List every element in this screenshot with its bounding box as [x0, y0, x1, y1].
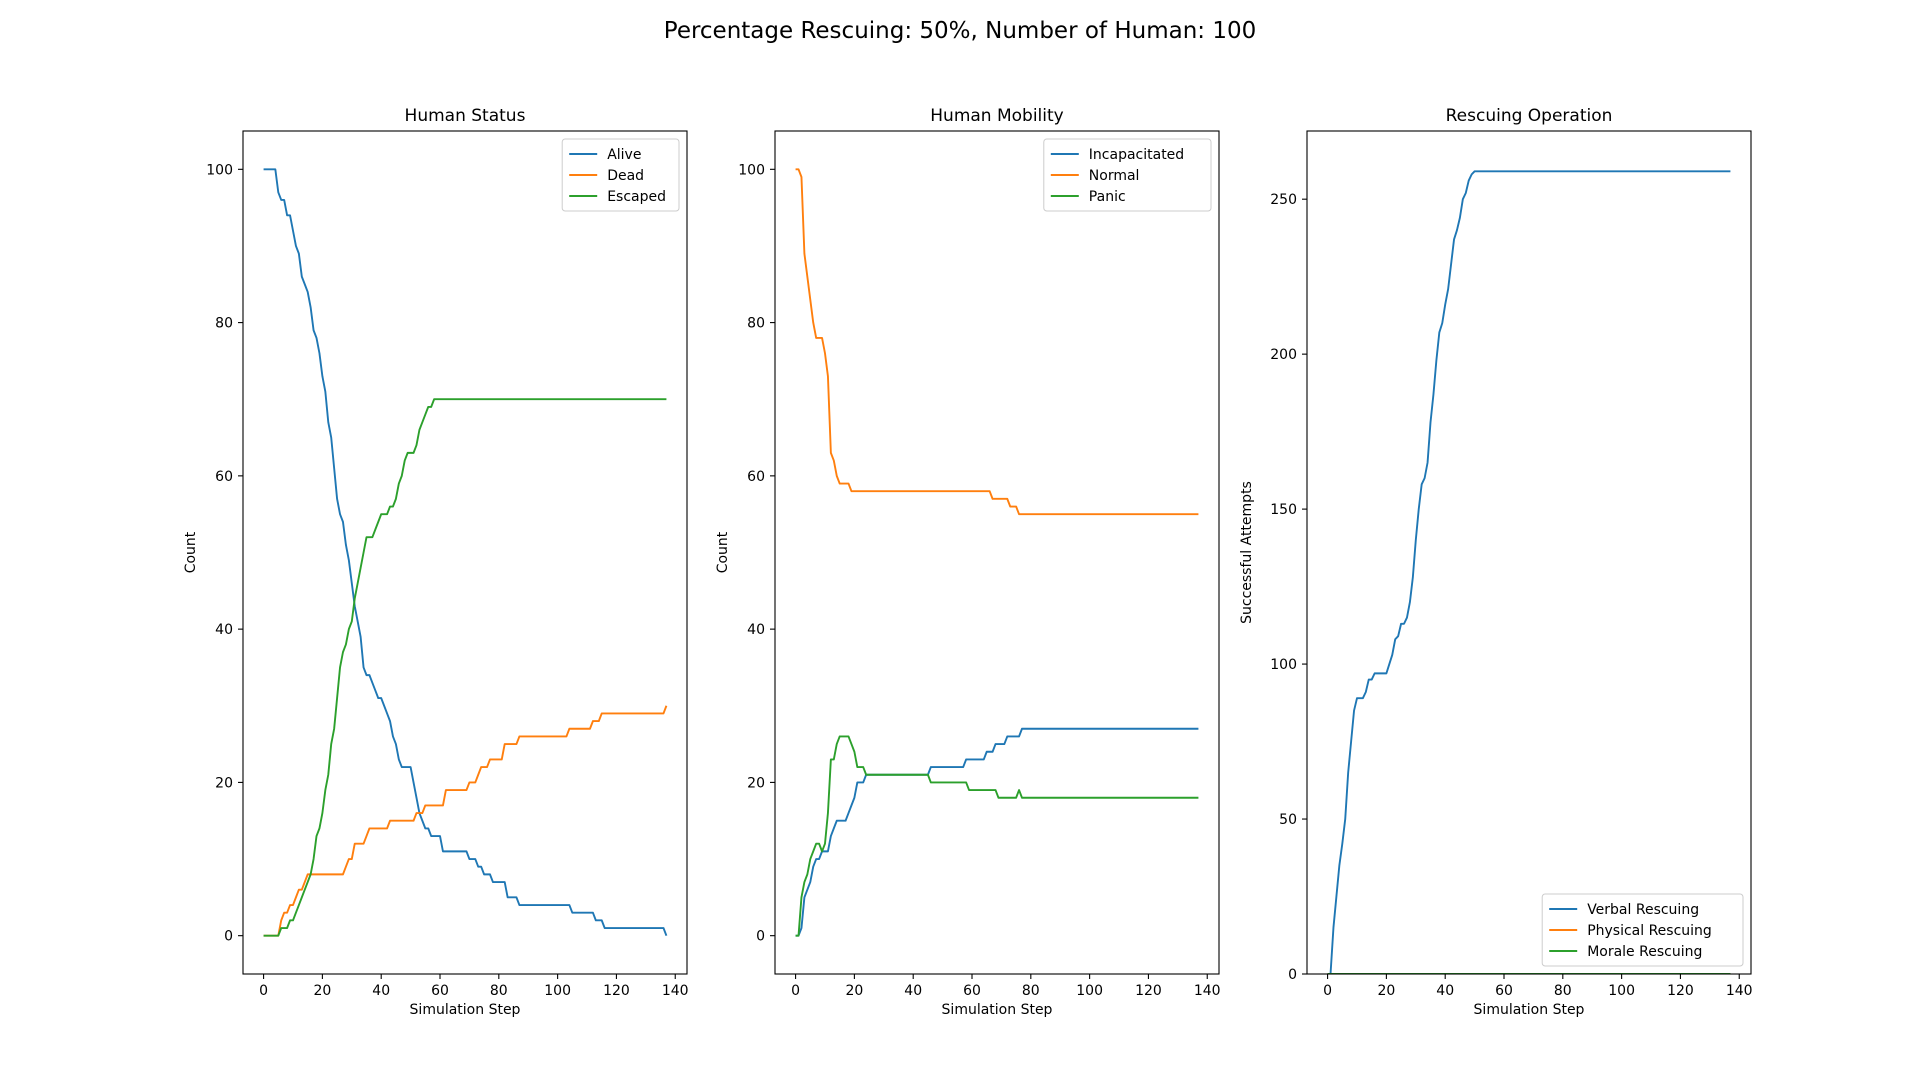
- y-tick-label: 60: [215, 469, 233, 485]
- x-axis-label: Simulation Step: [942, 1002, 1053, 1018]
- x-axis-label: Simulation Step: [410, 1002, 521, 1018]
- y-tick-label: 40: [215, 622, 233, 638]
- x-tick-label: 20: [845, 983, 863, 999]
- legend-frame: [1043, 138, 1212, 212]
- x-tick-label: 0: [791, 983, 800, 999]
- legend-label: Panic: [1089, 189, 1126, 205]
- legend-label: Verbal Rescuing: [1587, 902, 1699, 918]
- legend: Incapacitated Normal Panic: [1043, 138, 1212, 212]
- x-tick-label: 40: [372, 983, 390, 999]
- y-axis-label: Count: [715, 531, 731, 573]
- chart-rescuing-operation: 0 20 40 60 80 100 120 140 0 50 100 150 200 250 Rescuin…: [1239, 106, 1753, 1018]
- plot-area: [1327, 170, 1731, 974]
- chart-title: Rescuing Operation: [1446, 106, 1613, 126]
- y-tick-label: 0: [224, 929, 233, 945]
- series-line-verbal-rescuing: [1327, 170, 1731, 974]
- legend: Verbal Rescuing Physical Rescuing Morale R…: [1541, 893, 1744, 967]
- y-tick-label: 20: [747, 775, 765, 791]
- series-line-normal: [795, 168, 1199, 516]
- x-tick-label: 80: [490, 983, 508, 999]
- x-tick-label: 20: [1377, 983, 1395, 999]
- x-tick-label: 0: [259, 983, 268, 999]
- x-tick-label: 100: [1076, 983, 1103, 999]
- chart-title: Human Mobility: [930, 106, 1063, 126]
- x-tick-label: 40: [1436, 983, 1454, 999]
- x-tick-label: 60: [431, 983, 449, 999]
- x-tick-label: 140: [662, 983, 689, 999]
- legend: Alive Dead Escaped: [561, 138, 680, 212]
- x-tick-label: 60: [963, 983, 981, 999]
- legend-frame: [561, 138, 680, 212]
- subplots: 0 20 40 60 80 100 120 140 0 20 40 60 80 100 Human Stat…: [183, 106, 1753, 1018]
- x-tick-label: 80: [1554, 983, 1572, 999]
- x-tick-label: 100: [1608, 983, 1635, 999]
- chart-human-status: 0 20 40 60 80 100 120 140 0 20 40 60 80 100 Human Stat…: [183, 106, 689, 1018]
- plot-area: [795, 168, 1199, 937]
- legend-label: Normal: [1089, 168, 1140, 184]
- x-tick-label: 20: [313, 983, 331, 999]
- y-tick-label: 200: [1270, 347, 1297, 363]
- y-tick-label: 20: [215, 775, 233, 791]
- series-line-dead: [263, 705, 668, 937]
- x-tick-label: 120: [603, 983, 630, 999]
- y-tick-label: 100: [738, 162, 765, 178]
- figure-title: Percentage Rescuing: 50%, Number of Huma…: [664, 18, 1256, 44]
- legend-label: Alive: [607, 147, 641, 163]
- chart-title: Human Status: [405, 106, 526, 126]
- axes-frame: [242, 130, 688, 975]
- plot-area: [263, 168, 668, 937]
- legend-label: Dead: [607, 168, 644, 184]
- legend-label: Morale Rescuing: [1587, 944, 1702, 960]
- legend-label: Escaped: [607, 189, 666, 205]
- y-tick-label: 50: [1279, 812, 1297, 828]
- x-tick-label: 80: [1022, 983, 1040, 999]
- y-tick-label: 0: [756, 929, 765, 945]
- x-tick-label: 140: [1194, 983, 1221, 999]
- x-tick-label: 140: [1726, 983, 1753, 999]
- y-tick-label: 80: [747, 316, 765, 332]
- series-line-alive: [263, 168, 668, 937]
- y-tick-label: 100: [1270, 657, 1297, 673]
- x-tick-label: 120: [1135, 983, 1162, 999]
- legend-label: Incapacitated: [1089, 147, 1184, 163]
- series-line-incapacitated: [795, 727, 1199, 937]
- y-tick-label: 100: [206, 162, 233, 178]
- x-tick-label: 120: [1667, 983, 1694, 999]
- y-axis-label: Successful Attempts: [1239, 481, 1255, 624]
- y-tick-label: 0: [1288, 967, 1297, 983]
- x-tick-label: 100: [544, 983, 571, 999]
- y-tick-label: 250: [1270, 192, 1297, 208]
- y-tick-label: 80: [215, 316, 233, 332]
- y-tick-label: 150: [1270, 502, 1297, 518]
- y-tick-label: 60: [747, 469, 765, 485]
- x-axis-label: Simulation Step: [1474, 1002, 1585, 1018]
- axes-frame: [774, 130, 1220, 975]
- axes-frame: [1306, 130, 1752, 975]
- chart-human-mobility: 0 20 40 60 80 100 120 140 0 20 40 60 80 100 Human Mobi…: [715, 106, 1221, 1018]
- series-line-escaped: [263, 398, 667, 937]
- y-tick-label: 40: [747, 622, 765, 638]
- series-line-panic: [795, 735, 1199, 937]
- x-tick-label: 40: [904, 983, 922, 999]
- x-tick-label: 60: [1495, 983, 1513, 999]
- legend-frame: [1541, 893, 1744, 967]
- legend-label: Physical Rescuing: [1587, 923, 1712, 939]
- y-axis-label: Count: [183, 531, 199, 573]
- x-tick-label: 0: [1323, 983, 1332, 999]
